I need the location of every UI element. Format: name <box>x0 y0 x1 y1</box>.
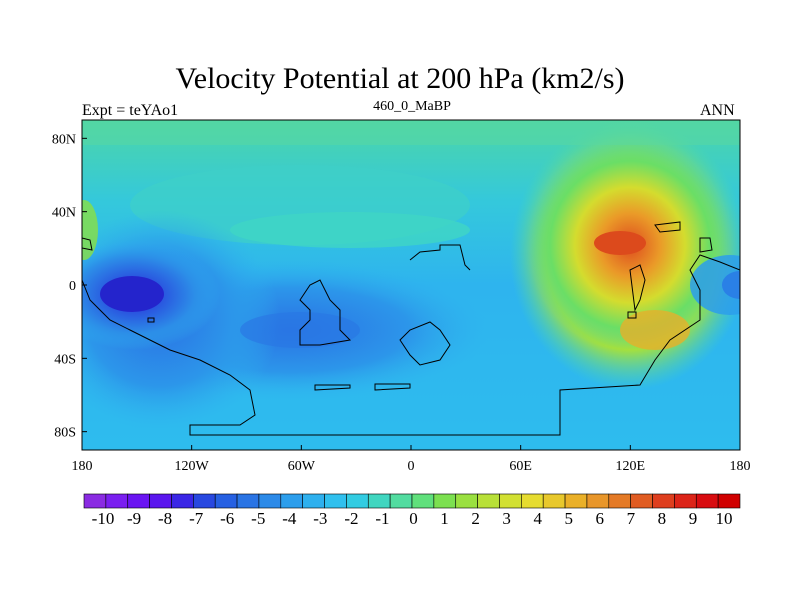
contour-field <box>82 120 740 450</box>
colorbar-label: 8 <box>658 509 667 528</box>
colorbar-swatch <box>105 493 129 509</box>
x-tick-label: 120E <box>616 459 646 474</box>
colorbar-label: 0 <box>409 509 418 528</box>
colorbar-swatch <box>477 493 500 509</box>
colorbar-swatch <box>280 493 303 509</box>
colorbar-swatch <box>717 493 741 509</box>
colorbar-swatch <box>193 493 216 509</box>
colorbar-swatch <box>411 493 435 509</box>
colorbar-swatch <box>214 493 238 509</box>
colorbar-label: 9 <box>689 509 698 528</box>
colorbar-label: 7 <box>627 509 636 528</box>
x-tick-label: 180 <box>730 459 751 474</box>
colorbar-swatch <box>171 493 194 509</box>
y-tick-label: 40S <box>54 352 76 367</box>
x-axis: 180 120W 60W 0 60E 120E 180 <box>72 445 751 474</box>
x-tick-label: 0 <box>408 459 415 474</box>
chart-title: Velocity Potential at 200 hPa (km2/s) <box>175 62 625 95</box>
colorbar-swatch <box>236 493 260 509</box>
colorbar-swatch <box>586 493 610 509</box>
colorbar-swatch <box>83 493 107 509</box>
period-label: 460_0_MaBP <box>373 99 451 114</box>
y-tick-label: 80N <box>52 132 76 147</box>
colorbar-swatch <box>564 493 588 509</box>
colorbar-swatch <box>367 493 391 509</box>
x-tick-label: 60E <box>509 459 532 474</box>
y-tick-label: 80S <box>54 426 76 441</box>
experiment-label: Expt = teYAo1 <box>82 102 179 119</box>
y-tick-label: 0 <box>69 279 76 294</box>
colorbar-label: 6 <box>596 509 605 528</box>
colorbar-swatch <box>433 493 457 509</box>
colorbar-label: -8 <box>158 509 172 528</box>
colorbar-swatch <box>149 493 172 509</box>
colorbar-label: 1 <box>440 509 449 528</box>
x-tick-label: 120W <box>175 459 210 474</box>
colorbar-label: 4 <box>533 509 542 528</box>
colorbar-swatch <box>542 493 566 509</box>
colorbar-label: -5 <box>251 509 265 528</box>
colorbar-label: -1 <box>375 509 389 528</box>
colorbar-swatch <box>674 493 697 509</box>
colorbar-label: 2 <box>471 509 480 528</box>
colorbar-swatch <box>695 493 719 509</box>
x-tick-label: 60W <box>288 459 316 474</box>
colorbar-label: 3 <box>502 509 511 528</box>
colorbar-swatch <box>324 493 347 509</box>
colorbar-label: -4 <box>282 509 297 528</box>
colorbar-swatch <box>455 493 478 509</box>
colorbar-label: -3 <box>313 509 327 528</box>
colorbar-swatch <box>608 493 631 509</box>
colorbar: -10 -9 -8 -7 -6 -5 -4 -3 -2 -1 0 1 2 3 4 5 6 7 8 9 10 <box>83 493 741 528</box>
colorbar-label: -9 <box>127 509 141 528</box>
colorbar-swatch <box>630 493 653 509</box>
x-tick-label: 180 <box>72 459 93 474</box>
season-label: ANN <box>700 102 735 119</box>
colorbar-label: 10 <box>716 509 733 528</box>
y-axis: 80N 40N 0 40S 80S <box>52 132 87 441</box>
y-tick-label: 40N <box>52 206 76 221</box>
colorbar-label: 5 <box>565 509 574 528</box>
colorbar-swatch <box>346 493 369 509</box>
colorbar-swatch <box>499 493 522 509</box>
colorbar-label: -6 <box>220 509 234 528</box>
colorbar-swatch <box>521 493 544 509</box>
colorbar-label: -7 <box>189 509 204 528</box>
colorbar-swatch <box>127 493 150 509</box>
colorbar-swatch <box>389 493 413 509</box>
colorbar-label: -10 <box>92 509 115 528</box>
colorbar-swatch <box>258 493 282 509</box>
colorbar-swatch <box>652 493 675 509</box>
colorbar-swatch <box>302 493 325 509</box>
coastlines <box>82 221 740 436</box>
colorbar-label: -2 <box>344 509 358 528</box>
